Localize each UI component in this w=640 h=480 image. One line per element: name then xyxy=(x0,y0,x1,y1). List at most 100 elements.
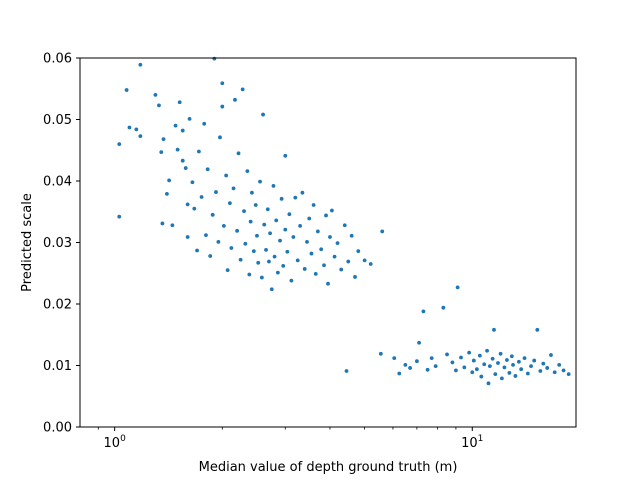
scatter-point xyxy=(529,364,533,369)
scatter-point xyxy=(138,62,143,67)
scatter-point xyxy=(525,371,530,376)
scatter-point xyxy=(535,327,540,332)
scatter-point xyxy=(380,229,385,234)
scatter-point xyxy=(210,212,215,217)
scatter-point xyxy=(485,348,489,353)
scatter-point xyxy=(479,374,484,379)
scatter-point xyxy=(264,247,268,252)
scatter-point xyxy=(378,351,383,356)
scatter-point xyxy=(362,258,367,263)
scatter-point xyxy=(408,366,412,370)
x-tick-label: 100 xyxy=(104,434,127,451)
scatter-point xyxy=(471,358,476,363)
y-tick-label: 0.02 xyxy=(43,298,72,313)
scatter-point xyxy=(187,116,192,121)
scatter-point xyxy=(302,267,307,271)
scatter-point xyxy=(454,368,458,373)
scatter-point xyxy=(127,125,132,130)
y-tick-label: 0.00 xyxy=(43,421,72,436)
scatter-point xyxy=(204,233,208,238)
scatter-point xyxy=(462,365,467,370)
scatter-point xyxy=(180,128,185,133)
scatter-point xyxy=(261,112,265,117)
scatter-point xyxy=(180,158,185,163)
scatter-point xyxy=(159,150,164,155)
scatter-point xyxy=(326,281,330,286)
y-tick-label: 0.06 xyxy=(43,52,72,67)
scatter-point xyxy=(487,364,492,369)
scatter-point xyxy=(248,219,253,224)
scatter-point xyxy=(281,263,286,268)
scatter-point xyxy=(214,190,218,194)
scatter-point xyxy=(459,355,463,360)
scatter-point xyxy=(224,173,229,178)
scatter-point xyxy=(307,216,312,221)
scatter-point xyxy=(445,352,449,357)
scatter-point xyxy=(315,229,320,234)
scatter-point xyxy=(274,218,279,223)
scatter-point xyxy=(231,186,236,191)
scatter-point xyxy=(192,206,197,211)
scatter-point xyxy=(173,123,178,128)
scatter-point xyxy=(185,202,190,207)
scatter-point xyxy=(291,235,296,239)
scatter-point xyxy=(212,56,217,61)
scatter-point xyxy=(538,369,543,373)
scatter-point xyxy=(247,272,252,277)
scatter-point xyxy=(220,81,225,86)
scatter-point xyxy=(309,251,314,256)
scatter-point xyxy=(557,362,562,367)
scatter-point xyxy=(549,353,553,357)
scatter-point xyxy=(238,257,243,262)
x-axis-label: Median value of depth ground truth (m) xyxy=(199,460,458,475)
scatter-point xyxy=(190,180,195,185)
points-layer xyxy=(117,56,571,386)
scatter-point xyxy=(490,356,495,361)
scatter-point xyxy=(421,309,426,314)
scatter-point xyxy=(566,372,571,377)
scatter-point xyxy=(477,353,482,358)
scatter-point xyxy=(545,366,550,370)
scatter-point xyxy=(138,134,143,139)
scatter-point xyxy=(268,231,272,236)
scatter-point xyxy=(496,361,500,365)
scatter-point xyxy=(319,247,324,252)
scatter-point xyxy=(293,195,298,200)
scatter-point xyxy=(205,167,210,172)
scatter-point xyxy=(313,271,318,276)
scatter-point xyxy=(470,370,475,375)
scatter-point xyxy=(300,190,305,195)
scatter-point xyxy=(335,241,340,246)
scatter-point xyxy=(330,208,334,213)
scatter-point xyxy=(283,227,288,232)
scatter-point xyxy=(175,147,180,152)
scatter-point xyxy=(328,235,332,239)
scatter-point xyxy=(117,142,122,147)
scatter-point xyxy=(532,358,537,363)
scatter-point xyxy=(392,356,397,361)
scatter-point xyxy=(117,214,122,219)
scatter-point xyxy=(425,367,430,372)
scatter-point xyxy=(511,362,515,367)
scatter-point xyxy=(227,201,232,206)
scatter-point xyxy=(259,275,264,280)
scatter-point xyxy=(134,127,139,132)
scatter-point xyxy=(279,196,284,201)
scatter-point xyxy=(499,376,504,381)
scatter-point xyxy=(332,254,337,259)
scatter-point xyxy=(492,327,496,332)
scatter-point xyxy=(342,223,347,228)
scatter-point xyxy=(199,195,204,199)
scatter-point xyxy=(240,87,245,92)
scatter-point xyxy=(269,287,274,292)
scatter-point xyxy=(243,241,248,246)
scatter-point xyxy=(256,260,261,265)
scatter-point xyxy=(356,249,361,254)
x-axis: 100 101 xyxy=(97,427,483,451)
scatter-point xyxy=(339,267,344,272)
scatter-point xyxy=(283,153,288,158)
scatter-point xyxy=(218,135,222,140)
y-axis-label: Predicted scale xyxy=(20,193,35,292)
scatter-point xyxy=(258,179,262,184)
